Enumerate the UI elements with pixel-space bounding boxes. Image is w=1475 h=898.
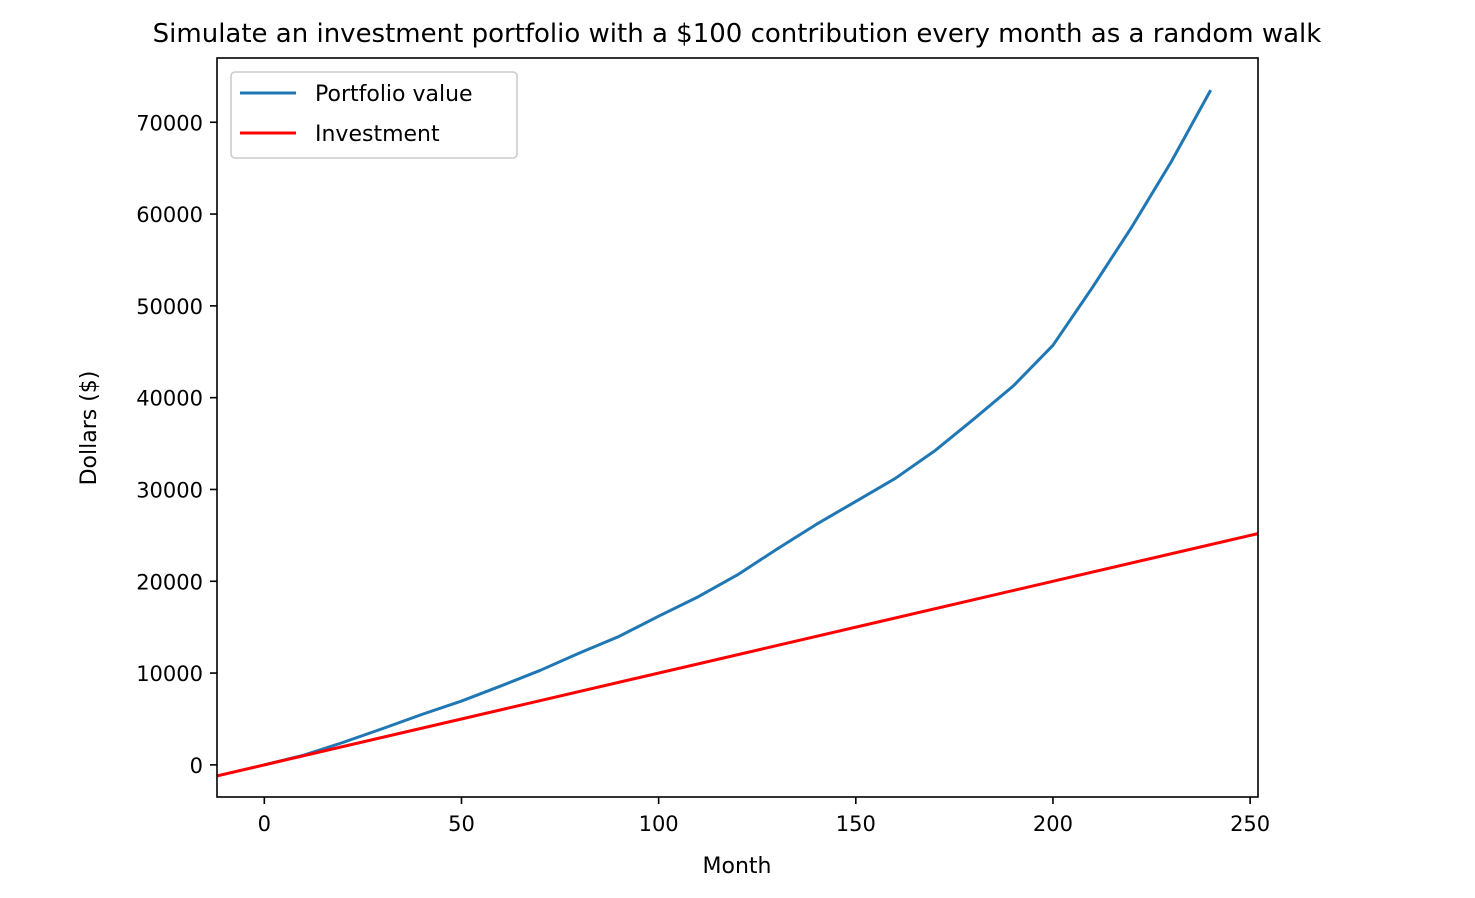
y-tick-label: 50000 <box>136 295 203 319</box>
y-tick-label: 20000 <box>136 570 203 594</box>
x-tick-label: 250 <box>1230 812 1270 836</box>
x-tick-label: 0 <box>258 812 271 836</box>
plot-area-frame <box>216 57 1259 798</box>
chart-title: Simulate an investment portfolio with a … <box>153 19 1322 49</box>
y-tick-label: 10000 <box>136 662 203 686</box>
series-layer <box>217 89 1258 778</box>
y-axis: 0 10000 20000 30000 40000 50000 60000 70000 <box>136 111 217 778</box>
x-tick-label: 50 <box>448 812 475 836</box>
y-tick-label: 0 <box>190 754 203 778</box>
x-tick-label: 100 <box>639 812 679 836</box>
x-axis: 0 50 100 150 200 250 <box>258 797 1270 836</box>
series-line-portfolio-value <box>263 89 1212 767</box>
y-tick-label: 30000 <box>136 478 203 502</box>
y-tick-label: 60000 <box>136 203 203 227</box>
series-line-investment <box>217 532 1258 778</box>
y-tick-label: 40000 <box>136 387 203 411</box>
x-tick-label: 150 <box>836 812 876 836</box>
legend-portfolio-label: Portfolio value <box>315 82 473 107</box>
y-tick-label: 70000 <box>136 111 203 135</box>
x-tick-label: 200 <box>1033 812 1073 836</box>
legend-investment-label: Investment <box>315 122 440 147</box>
y-axis-label: Dollars ($) <box>77 371 102 486</box>
x-axis-label: Month <box>703 854 772 879</box>
legend: Portfolio value Investment <box>230 71 518 159</box>
legend-box <box>230 71 518 159</box>
